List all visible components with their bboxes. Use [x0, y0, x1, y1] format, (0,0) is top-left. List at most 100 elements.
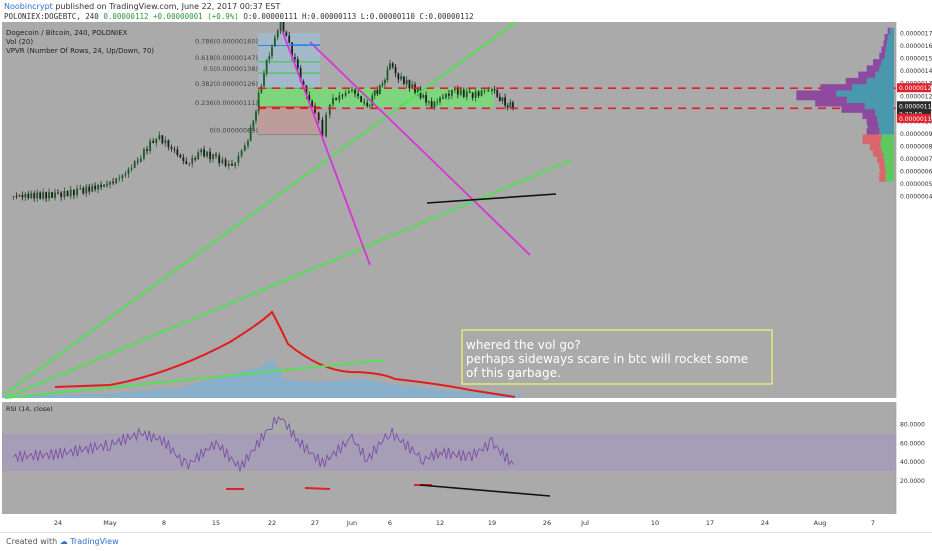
- vpvr-row-down: [862, 109, 876, 120]
- candle: [268, 56, 271, 60]
- candle: [405, 80, 408, 85]
- annotation-box[interactable]: [461, 329, 773, 385]
- time-tick-label: 19: [488, 519, 496, 527]
- candle: [302, 81, 305, 86]
- vpvr-histogram[interactable]: [796, 27, 894, 182]
- candle: [276, 30, 279, 38]
- created-with-label: Created with: [6, 537, 58, 546]
- candle: [57, 192, 59, 194]
- annotation-note[interactable]: whered the vol go?perhaps sideways scare…: [461, 329, 773, 385]
- time-tick-label: 24: [54, 519, 62, 527]
- candle: [439, 97, 441, 102]
- annotation-text-line2: perhaps sideways scare in btc will rocke…: [466, 352, 748, 366]
- candle: [227, 163, 230, 166]
- vpvr-row-up: [881, 59, 894, 69]
- candle: [386, 69, 389, 80]
- candle: [368, 105, 371, 107]
- candle: [30, 193, 33, 198]
- vpvr-row-up: [875, 109, 894, 120]
- candle: [504, 97, 506, 106]
- candle: [328, 104, 331, 115]
- candle: [127, 169, 130, 174]
- candle: [136, 161, 139, 163]
- candle: [15, 196, 18, 197]
- candle: [376, 90, 379, 94]
- vpvr-row-up: [884, 52, 894, 63]
- candle: [158, 135, 161, 139]
- candle: [106, 184, 108, 186]
- fib-level-label: 0.382(0.00000126): [195, 80, 258, 88]
- time-tick-label: 6: [388, 519, 392, 527]
- vpvr-row-down: [820, 84, 852, 94]
- vpvr-row-down: [883, 40, 887, 51]
- candle: [60, 192, 63, 197]
- candle: [69, 189, 72, 197]
- candle: [459, 89, 462, 95]
- candle: [351, 89, 353, 92]
- vpvr-row-down: [887, 27, 890, 38]
- candle: [103, 184, 105, 188]
- price-candles: [12, 22, 514, 203]
- candle: [271, 46, 273, 57]
- price-low-line[interactable]: [426, 193, 557, 204]
- candle: [36, 192, 39, 199]
- uptrend-line[interactable]: [4, 22, 530, 395]
- candle: [12, 196, 15, 197]
- candle: [363, 102, 366, 103]
- candle: [394, 67, 397, 74]
- price-badge-label: 0.00000126: [899, 85, 932, 92]
- downtrend-line[interactable]: [281, 29, 371, 266]
- candle: [512, 102, 514, 108]
- candle: [139, 158, 142, 162]
- candle: [480, 90, 483, 96]
- volume-area: [2, 358, 520, 398]
- rsi-low-marker: [304, 487, 331, 490]
- candle: [146, 149, 148, 151]
- candle: [188, 163, 191, 165]
- candle: [234, 162, 237, 166]
- candle: [197, 152, 200, 160]
- candle: [263, 73, 265, 87]
- chart-canvas[interactable]: 0.786(0.00000160) 0.618(0.00000147) 0.5(0.…: [0, 22, 932, 532]
- candle: [76, 188, 79, 196]
- rsi-tick-label: 20.0000: [900, 478, 925, 485]
- candle: [288, 35, 291, 43]
- last-price: 0.00000112: [103, 12, 149, 21]
- vpvr-row-up: [880, 140, 894, 151]
- vpvr-row-up: [879, 128, 894, 138]
- candle: [462, 89, 465, 97]
- annotation-text-line3: of this garbage.: [466, 366, 561, 380]
- candle: [118, 178, 121, 180]
- time-tick-label: Jun: [346, 519, 357, 527]
- candle: [354, 89, 356, 94]
- vpvr-row-up: [886, 40, 894, 51]
- time-tick-label: 15: [212, 519, 220, 527]
- main-pane[interactable]: [2, 22, 896, 398]
- candle: [88, 186, 91, 192]
- candle: [109, 181, 111, 185]
- candle: [498, 96, 501, 102]
- candle: [185, 161, 188, 164]
- annotation-text-line1: whered the vol go?: [466, 338, 581, 352]
- vpvr-row-up: [875, 71, 894, 82]
- resistance-line[interactable]: [309, 41, 531, 256]
- legend-title: Dogecoin / Bitcoin, 240, POLONIEX: [6, 29, 128, 37]
- fib-level-label: 0.618(0.00000147): [195, 54, 258, 62]
- candle: [357, 93, 359, 97]
- candle: [474, 91, 477, 98]
- rsi-divergence-line[interactable]: [419, 484, 551, 497]
- candle: [218, 155, 221, 164]
- trend-lines[interactable]: [4, 22, 573, 399]
- candle: [257, 92, 260, 112]
- candle: [24, 193, 27, 198]
- fib-retracement[interactable]: 0.786(0.00000160) 0.618(0.00000147) 0.5(0.…: [195, 33, 494, 136]
- author-link[interactable]: Noobincrypt: [4, 2, 53, 11]
- long-support-line[interactable]: [4, 359, 386, 399]
- candle: [94, 185, 97, 190]
- candle: [54, 192, 56, 198]
- tradingview-logo[interactable]: ☁ TradingView: [59, 537, 119, 546]
- candle: [91, 185, 94, 192]
- vpvr-row-down: [866, 65, 880, 76]
